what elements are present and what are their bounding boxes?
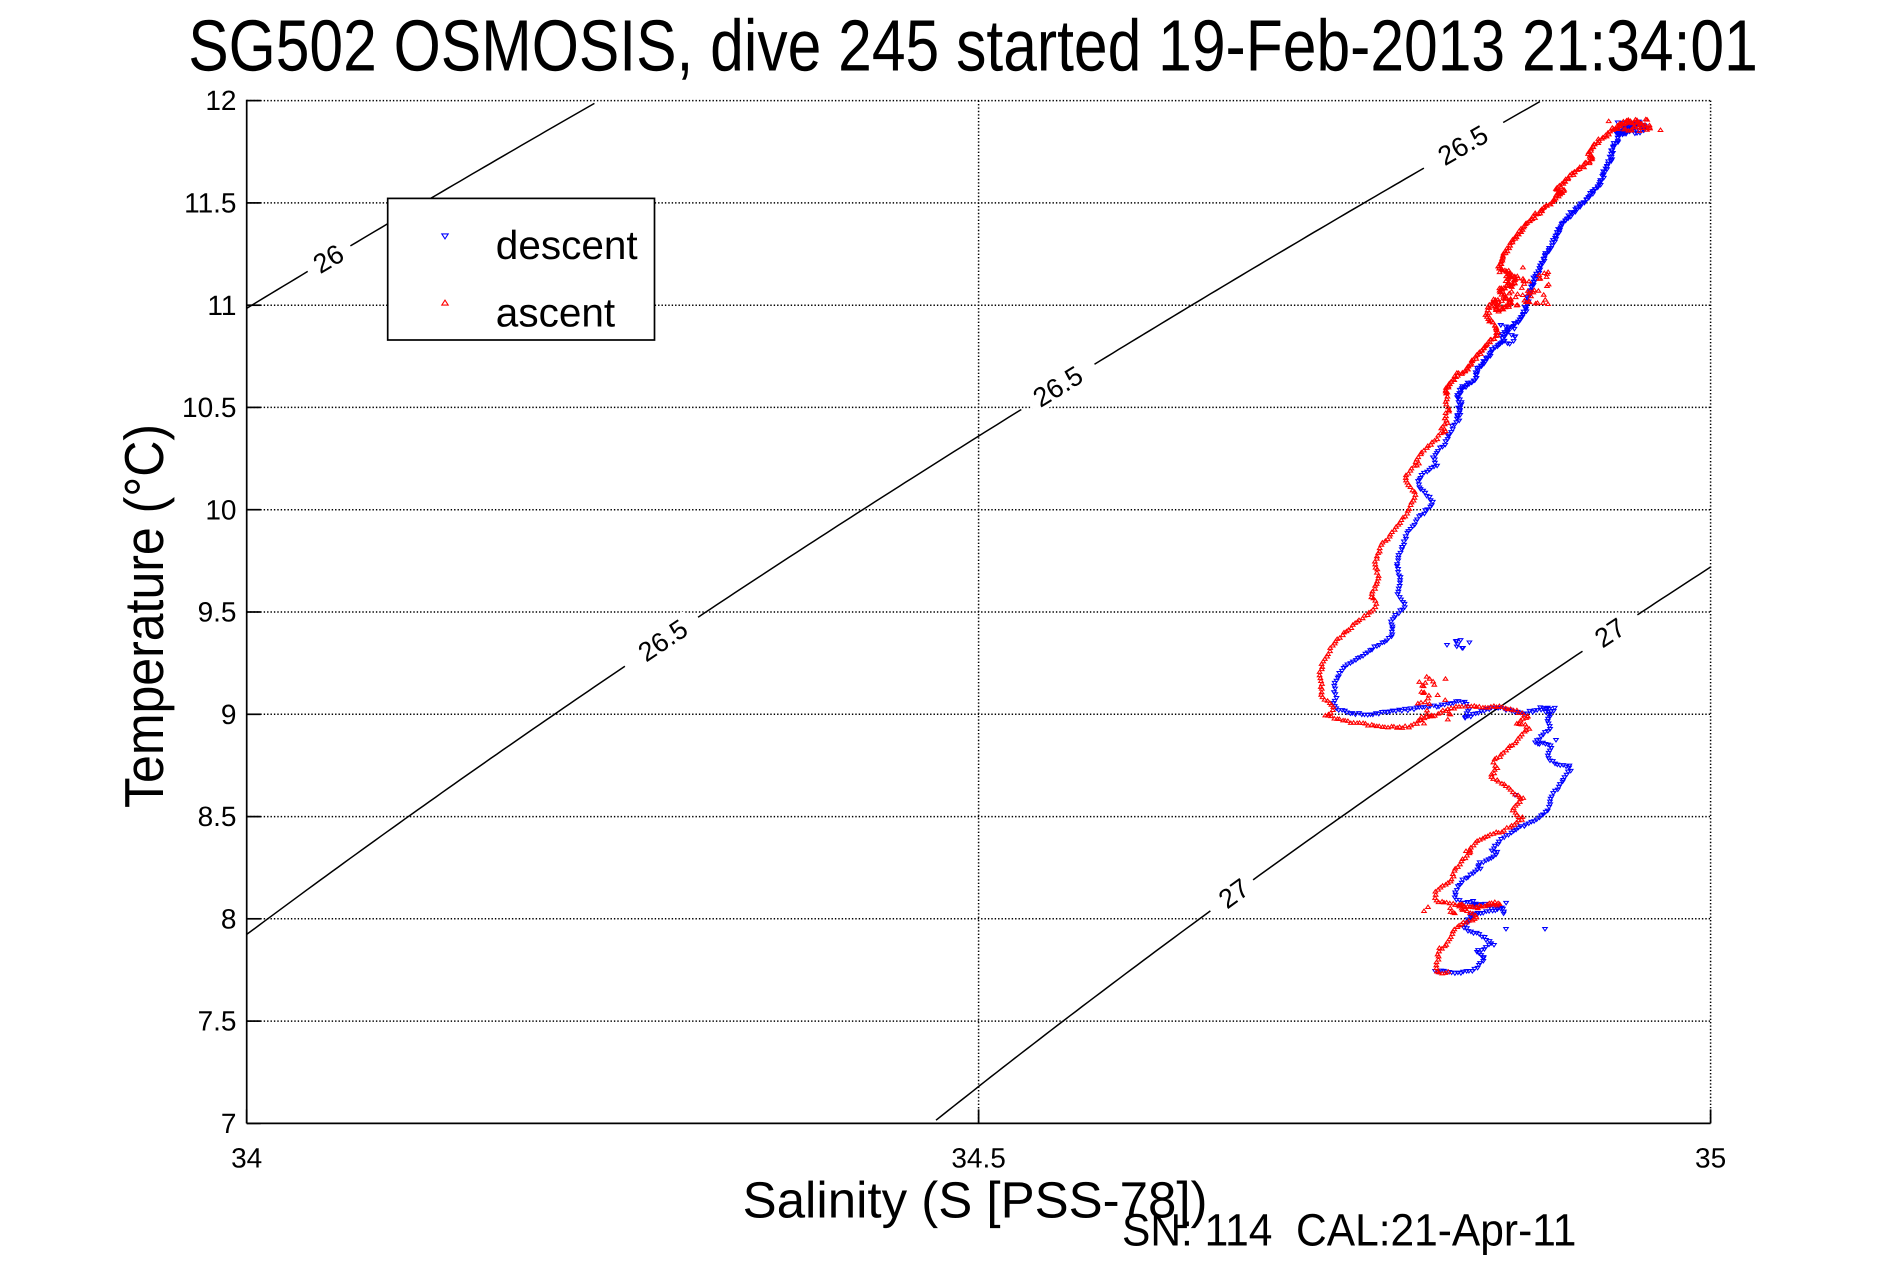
svg-text:Temperature (°C): Temperature (°C): [114, 424, 176, 808]
svg-text:ascent: ascent: [496, 290, 615, 336]
svg-text:8.5: 8.5: [198, 801, 237, 832]
svg-text:34.5: 34.5: [951, 1143, 1006, 1174]
svg-text:8: 8: [221, 903, 237, 934]
svg-text:34: 34: [231, 1143, 262, 1174]
svg-text:12: 12: [205, 85, 236, 116]
svg-text:7.5: 7.5: [198, 1006, 237, 1037]
svg-text:descent: descent: [496, 222, 638, 268]
svg-text:11: 11: [207, 290, 236, 321]
svg-text:9: 9: [221, 699, 237, 730]
svg-text:11.5: 11.5: [184, 188, 236, 219]
svg-text:10.5: 10.5: [182, 392, 237, 423]
svg-text:Salinity (S [PSS-78]): Salinity (S [PSS-78]): [743, 1172, 1208, 1229]
svg-text:10: 10: [205, 494, 236, 525]
svg-text:35: 35: [1695, 1143, 1726, 1174]
svg-text:9.5: 9.5: [198, 597, 237, 628]
svg-text:SG502 OSMOSIS, dive 245 starte: SG502 OSMOSIS, dive 245 started 19-Feb-2…: [188, 4, 1758, 86]
svg-text:7: 7: [221, 1108, 237, 1139]
svg-text:SN: 114 CAL:21-Apr-11: SN: 114 CAL:21-Apr-11: [1122, 1206, 1576, 1256]
